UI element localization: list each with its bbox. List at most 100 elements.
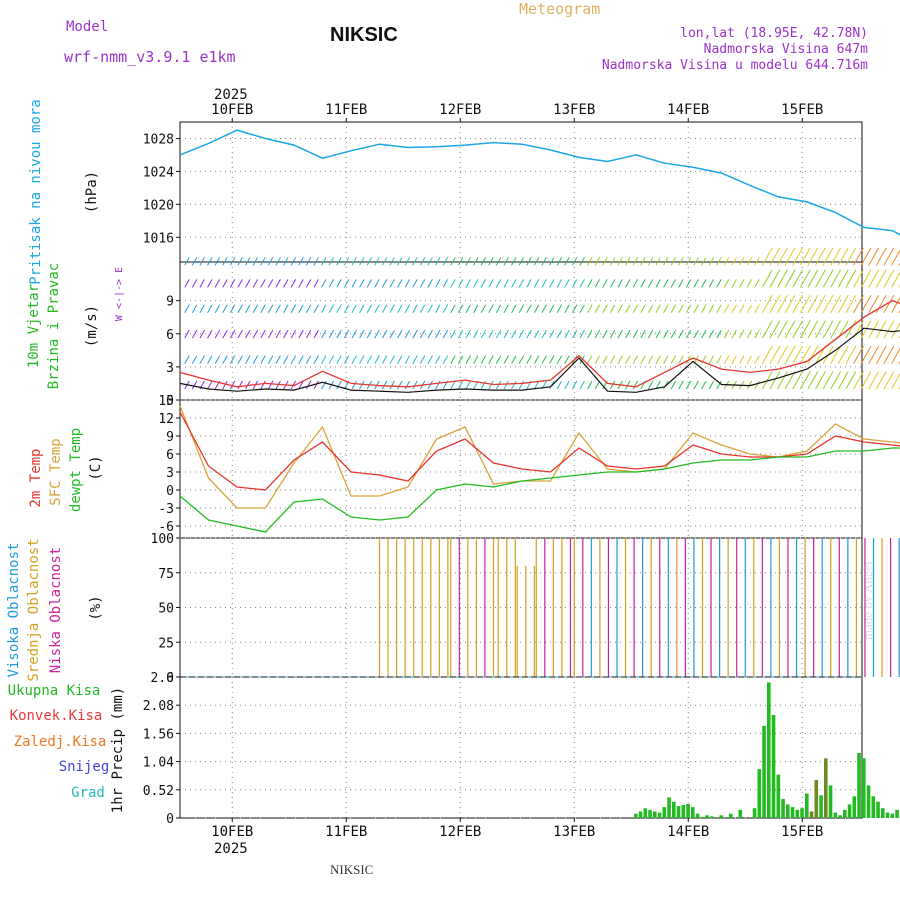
wind-barb <box>754 279 760 288</box>
y-tick-label: 12 <box>158 412 174 427</box>
wind-speed-line <box>179 299 900 388</box>
wind-barb <box>571 279 578 288</box>
wind-barb <box>678 355 684 364</box>
y-tick-label: 0 <box>166 812 174 827</box>
wind-barb <box>587 257 593 266</box>
wind-barb <box>260 257 266 266</box>
wind-barb <box>252 355 259 364</box>
wind-barb <box>351 304 357 314</box>
wind-barb <box>815 294 826 314</box>
wind-barb <box>473 279 479 288</box>
wind-barb <box>298 279 304 288</box>
wind-barb <box>343 329 350 339</box>
precip-bar <box>809 811 814 818</box>
precip-bar <box>824 758 828 818</box>
wind-barb <box>389 279 395 288</box>
wind-barb <box>769 294 781 314</box>
wind-barb <box>275 279 281 288</box>
precip-bar <box>643 808 648 818</box>
wind-barb <box>860 294 872 314</box>
wind-barb <box>579 257 585 266</box>
wind-barb <box>571 380 578 390</box>
wind-barb <box>822 320 834 339</box>
wind-barb <box>457 380 464 390</box>
wind-barb <box>723 355 730 364</box>
precip-bar <box>729 813 733 818</box>
wind-barb <box>275 304 281 314</box>
wind-barb <box>845 371 857 390</box>
wind-barb <box>609 257 616 266</box>
dewpoint-axis-title: dewpt Temp <box>68 428 84 512</box>
wind-barb <box>845 320 857 339</box>
wind-barb <box>739 279 745 288</box>
wind-barb <box>412 329 418 339</box>
precip-bar <box>691 807 695 818</box>
wind-barb <box>457 355 464 364</box>
y-tick-label: 1020 <box>143 198 174 213</box>
wind-barb <box>708 257 715 266</box>
wind-barb <box>298 329 304 339</box>
wind-barb <box>381 355 388 364</box>
wind-barb <box>723 257 730 266</box>
wind-barb <box>769 371 781 390</box>
wind-barb <box>184 304 190 314</box>
wind-barb <box>237 257 243 266</box>
wind-barb <box>868 371 880 390</box>
wind-barb <box>374 279 380 288</box>
wind-barb <box>503 279 509 288</box>
wind-barb <box>343 279 350 288</box>
wind-barb <box>214 355 221 364</box>
wind-barb <box>480 355 487 364</box>
wind-barb <box>313 304 319 314</box>
wind-barb <box>792 294 804 314</box>
wind-barb <box>746 279 753 288</box>
wind-barb <box>860 345 872 364</box>
wind-barb <box>761 345 773 364</box>
wind-barb <box>366 329 373 339</box>
wind-barb <box>571 257 578 266</box>
wind-barb <box>830 294 842 314</box>
wind-barb <box>412 380 418 390</box>
wind-barb <box>533 257 540 266</box>
wind-barb <box>579 329 585 339</box>
wind-barb <box>761 320 773 339</box>
wind-barb <box>412 355 418 364</box>
precip-bar <box>876 801 880 818</box>
y-tick-label: 50 <box>158 602 174 617</box>
wind-barb <box>716 257 722 266</box>
wind-barb <box>632 355 639 364</box>
wind-barb <box>655 257 661 266</box>
wind-barbs <box>184 247 900 390</box>
y-tick-label: 6 <box>166 328 174 343</box>
wind-barb <box>359 355 365 364</box>
wind-barb <box>267 279 274 288</box>
wind-barb <box>465 304 471 314</box>
wind-barb <box>298 380 304 390</box>
wind-barb <box>875 320 887 339</box>
wind-barb <box>594 304 601 314</box>
cloud-mid-axis-title: Srednja Oblacnost <box>26 538 42 681</box>
precip-bar <box>705 815 709 818</box>
precip-bar <box>662 807 667 818</box>
wind-barb <box>883 247 895 266</box>
wind-barb <box>564 380 570 390</box>
precip-bar <box>700 816 705 818</box>
wind-barb <box>526 279 532 288</box>
precip-bar <box>757 769 762 818</box>
wind-barb <box>708 279 715 288</box>
precip-bar <box>781 799 785 818</box>
wind-barb <box>222 329 228 339</box>
footer-station: NIKSIC <box>330 862 374 877</box>
wind-barb <box>739 355 745 364</box>
wind-barb <box>564 279 570 288</box>
wind-barb <box>397 304 403 314</box>
wind-barb <box>625 257 631 266</box>
precip-bar <box>795 809 800 818</box>
wind-barb <box>328 355 335 364</box>
wind-barb <box>450 279 456 288</box>
wind-barb <box>267 329 274 339</box>
wind-barb <box>366 279 373 288</box>
wind-barb <box>784 269 796 288</box>
wind-barb <box>602 257 608 266</box>
wind-barb <box>579 304 585 314</box>
